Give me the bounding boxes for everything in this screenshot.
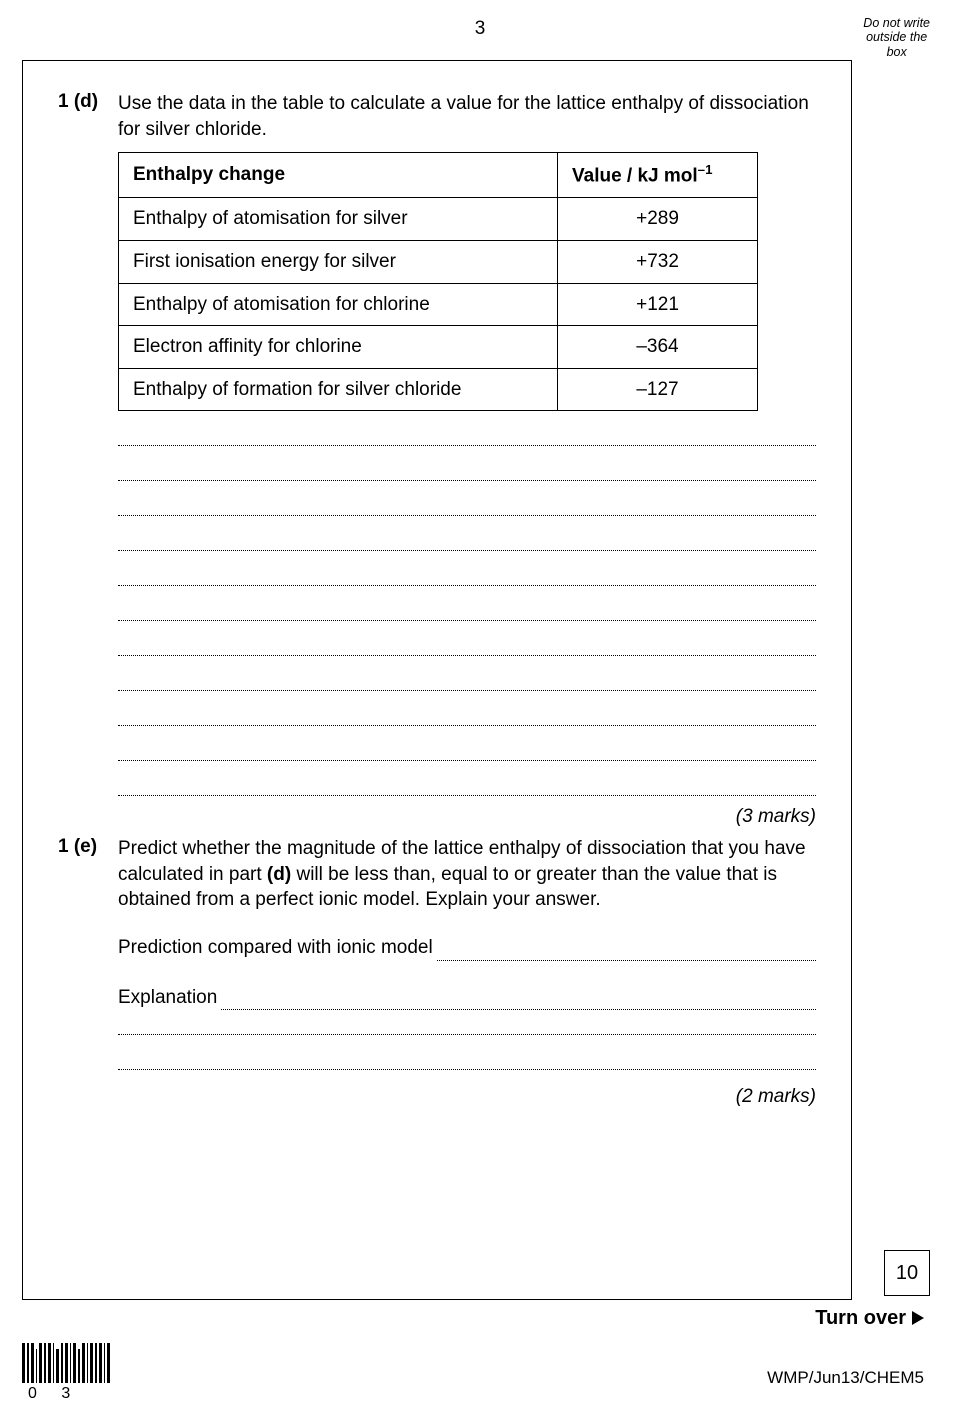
table-header-right: Value / kJ mol–1 bbox=[558, 153, 758, 198]
table-row-value: –127 bbox=[558, 368, 758, 411]
barcode-label: 0 3 bbox=[28, 1385, 142, 1403]
table-row-value: +121 bbox=[558, 283, 758, 326]
answer-line[interactable] bbox=[118, 725, 816, 726]
answer-line[interactable] bbox=[118, 550, 816, 551]
answer-line[interactable] bbox=[118, 795, 816, 796]
arrow-right-icon bbox=[912, 1311, 924, 1325]
do-not-write-note: Do not write outside the box bbox=[863, 16, 930, 59]
answer-line[interactable] bbox=[118, 515, 816, 516]
qe-text-bold: (d) bbox=[267, 864, 291, 885]
answer-line[interactable] bbox=[118, 655, 816, 656]
answer-line[interactable] bbox=[118, 1034, 816, 1035]
question-number-1e: 1 (e) bbox=[58, 836, 118, 1110]
dotted-fill[interactable] bbox=[221, 991, 816, 1010]
marks-1d: (3 marks) bbox=[118, 804, 816, 830]
header-right-sup: –1 bbox=[698, 162, 713, 177]
answer-lines-1e[interactable] bbox=[118, 1034, 816, 1070]
margin-total-value: 10 bbox=[896, 1262, 918, 1285]
header-right-text: Value / kJ mol bbox=[572, 166, 698, 187]
answer-line[interactable] bbox=[118, 1069, 816, 1070]
prediction-line[interactable]: Prediction compared with ionic model bbox=[118, 935, 816, 961]
dotted-fill[interactable] bbox=[437, 942, 816, 961]
explanation-line[interactable]: Explanation bbox=[118, 985, 816, 1011]
table-row-label: Enthalpy of formation for silver chlorid… bbox=[119, 368, 558, 411]
table-header-left: Enthalpy change bbox=[119, 153, 558, 198]
barcode: 0 3 bbox=[22, 1343, 142, 1398]
explanation-label: Explanation bbox=[118, 985, 217, 1011]
table-row-value: +732 bbox=[558, 240, 758, 283]
table-row-label: Enthalpy of atomisation for silver bbox=[119, 198, 558, 241]
footer-code: WMP/Jun13/CHEM5 bbox=[767, 1368, 924, 1388]
content-frame: 1 (d) Use the data in the table to calcu… bbox=[22, 60, 852, 1300]
turn-over-text: Turn over bbox=[815, 1307, 906, 1329]
prediction-label: Prediction compared with ionic model bbox=[118, 935, 433, 961]
margin-total-box: 10 bbox=[884, 1250, 930, 1296]
answer-lines-1d[interactable] bbox=[118, 445, 816, 796]
table-row-value: +289 bbox=[558, 198, 758, 241]
table-row-label: Enthalpy of atomisation for chlorine bbox=[119, 283, 558, 326]
enthalpy-table: Enthalpy change Value / kJ mol–1 Enthalp… bbox=[118, 152, 758, 411]
answer-line[interactable] bbox=[118, 445, 816, 446]
table-row-value: –364 bbox=[558, 326, 758, 369]
answer-line[interactable] bbox=[118, 760, 816, 761]
outside-line: outside the bbox=[863, 30, 930, 44]
table-row-label: First ionisation energy for silver bbox=[119, 240, 558, 283]
marks-1e: (2 marks) bbox=[118, 1084, 816, 1110]
answer-line[interactable] bbox=[118, 480, 816, 481]
outside-line: Do not write bbox=[863, 16, 930, 30]
question-number-1d: 1 (d) bbox=[58, 91, 118, 836]
outside-line: box bbox=[863, 45, 930, 59]
answer-line[interactable] bbox=[118, 585, 816, 586]
barcode-bars bbox=[22, 1343, 142, 1383]
table-row-label: Electron affinity for chlorine bbox=[119, 326, 558, 369]
answer-line[interactable] bbox=[118, 620, 816, 621]
page-number: 3 bbox=[0, 18, 960, 40]
question-text-1e: Predict whether the magnitude of the lat… bbox=[118, 836, 816, 913]
answer-line[interactable] bbox=[118, 690, 816, 691]
question-text-1d: Use the data in the table to calculate a… bbox=[118, 91, 816, 142]
turn-over: Turn over bbox=[815, 1307, 924, 1330]
